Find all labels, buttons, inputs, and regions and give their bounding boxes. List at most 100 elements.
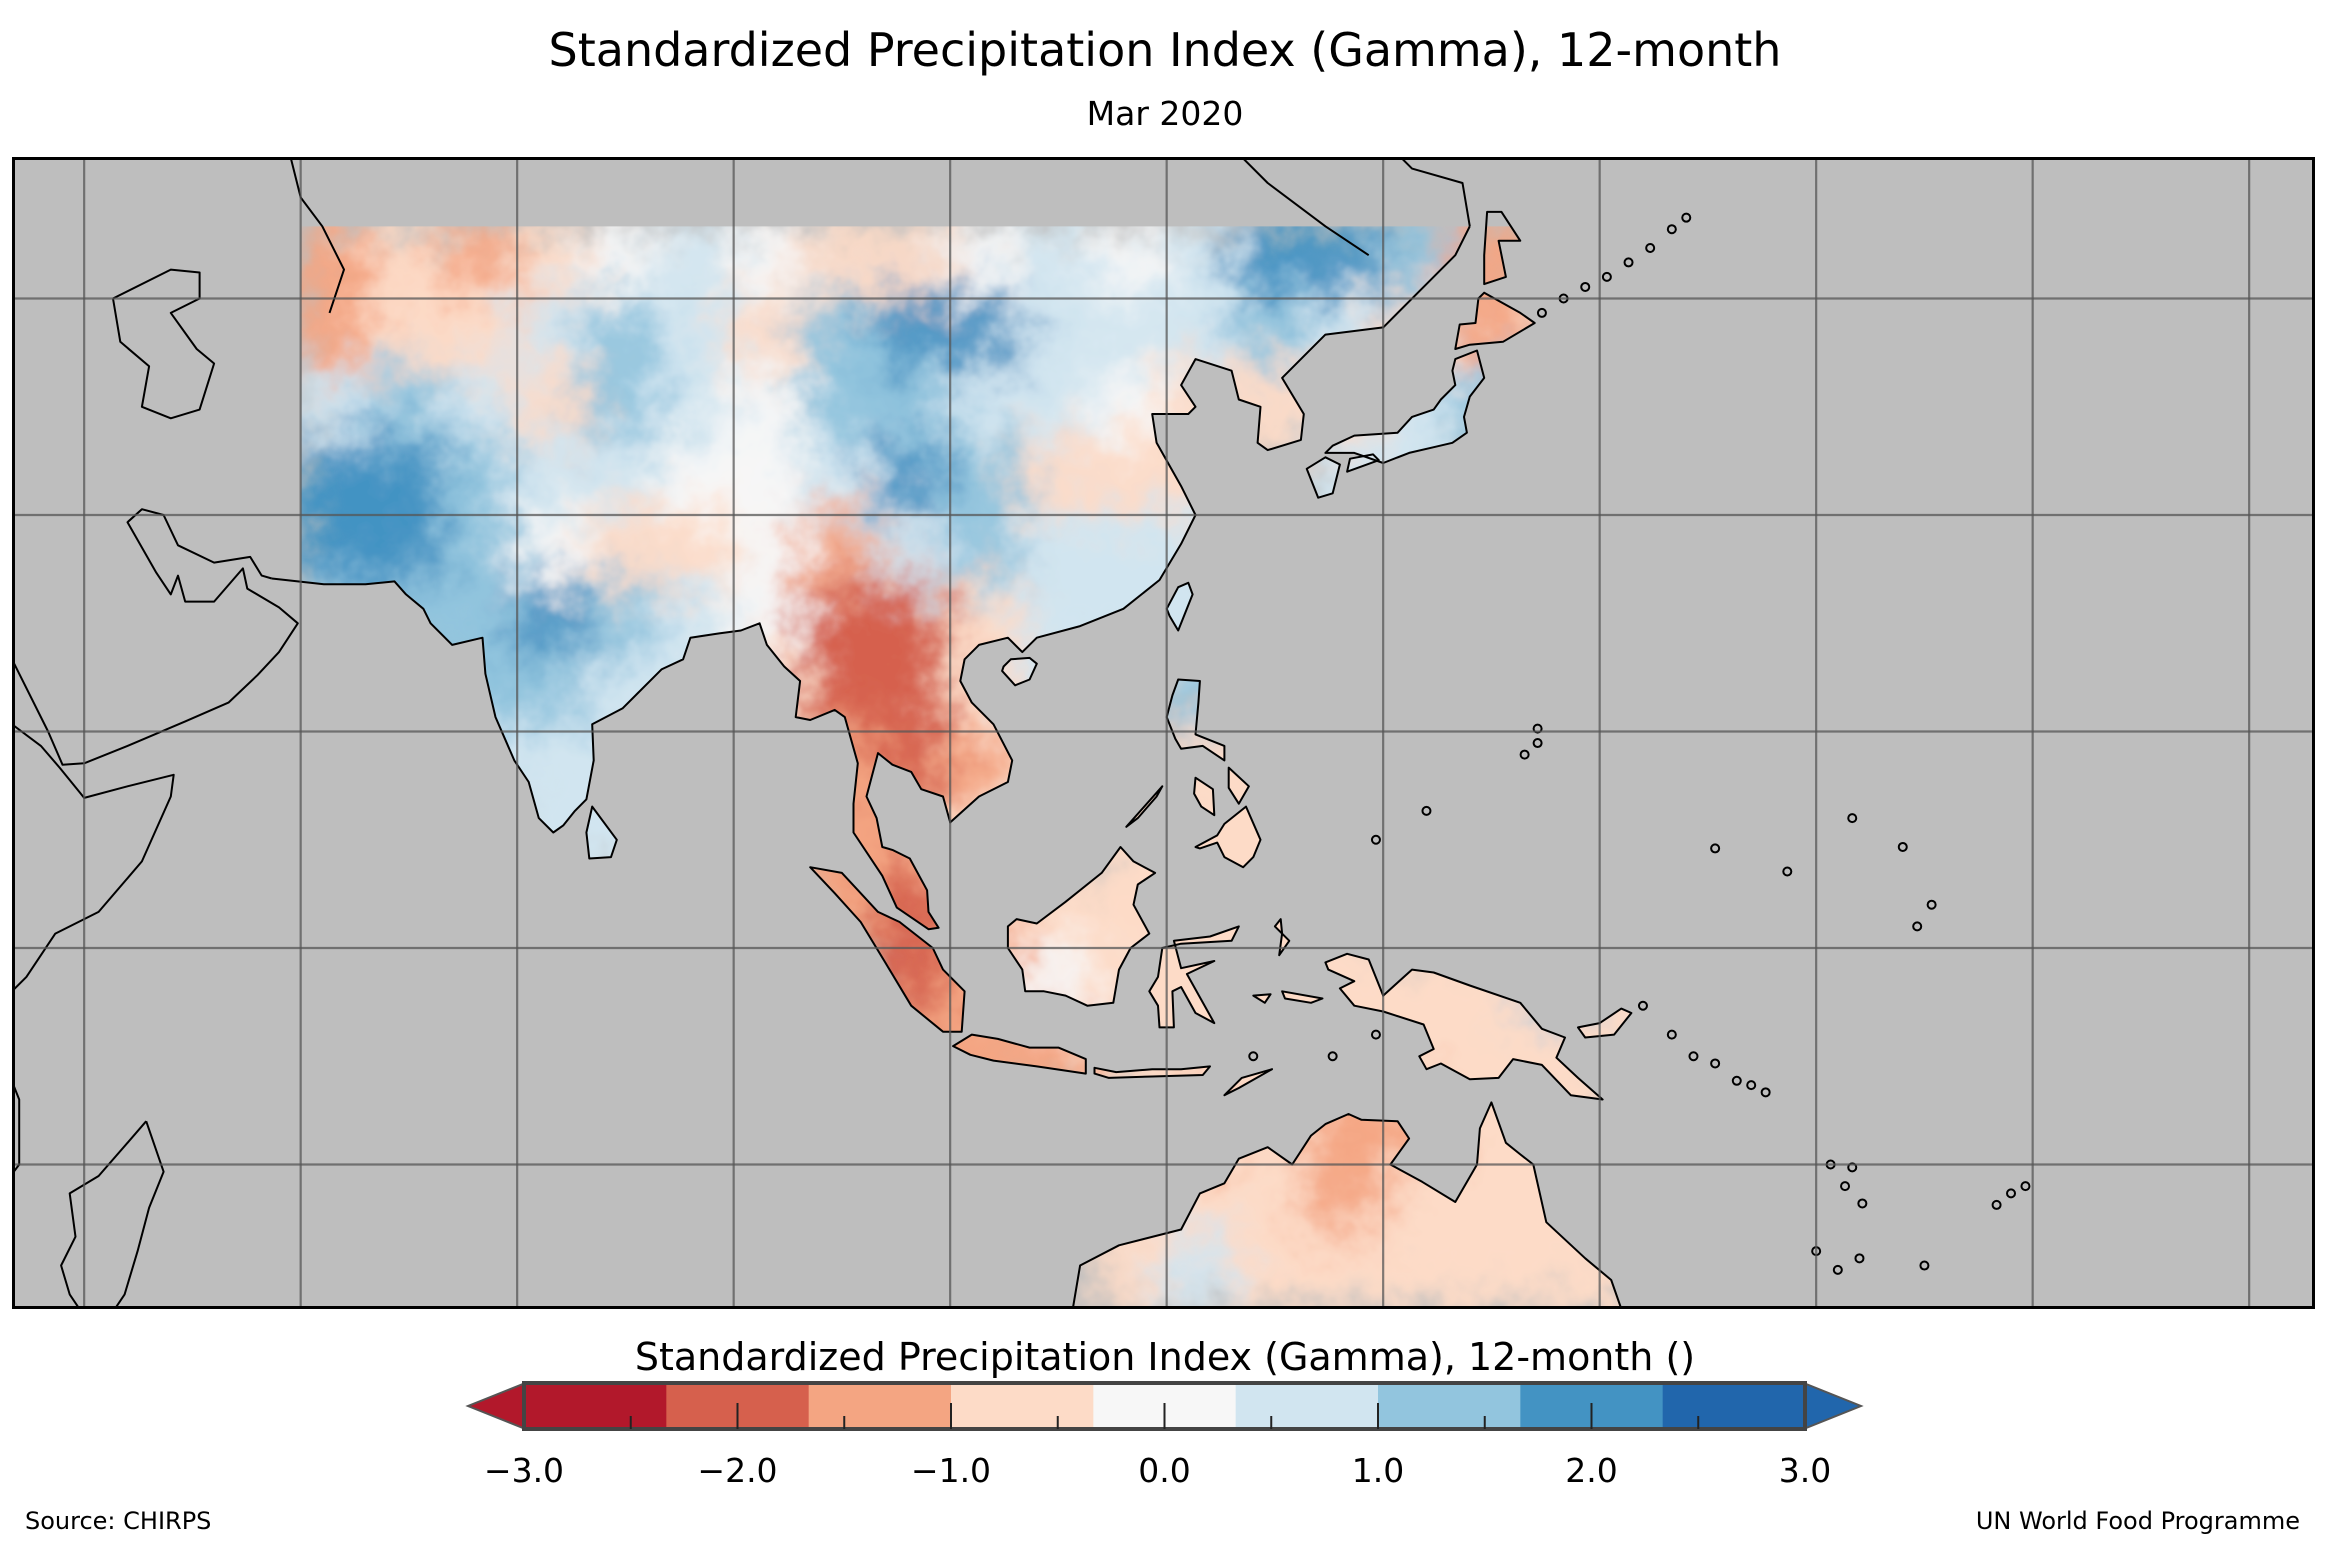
island-outline (1327, 1051, 1338, 1062)
spi-cell (1307, 1232, 1388, 1309)
spi-cell (368, 226, 449, 303)
spi-cell (657, 511, 738, 592)
colorbar-bin (1235, 1383, 1379, 1429)
colorbar-tick-label: −1.0 (911, 1451, 991, 1490)
island-outline (1897, 841, 1908, 852)
spi-cell (513, 438, 594, 519)
island-outline (1847, 813, 1858, 824)
island-outline (1370, 834, 1381, 845)
spi-cell (513, 511, 594, 592)
island-outline (1536, 307, 1547, 318)
island-outline (1623, 257, 1634, 268)
spi-cell (946, 511, 1027, 592)
spi-cell (801, 366, 882, 447)
spi-cell (657, 366, 738, 447)
source-label: Source: CHIRPS (25, 1507, 212, 1535)
coastline-island (1165, 678, 1226, 762)
island-outline (1637, 1000, 1648, 1011)
spi-cell (441, 226, 522, 303)
colorbar-bin (524, 1383, 667, 1429)
spi-cell (585, 226, 666, 303)
spi-cell (1307, 226, 1388, 303)
spi-cell (729, 226, 810, 303)
coastline-island (585, 805, 618, 860)
spi-cell (1379, 1232, 1460, 1309)
island-outline (1782, 866, 1793, 877)
spi-cell (368, 438, 449, 519)
spi-cell (1307, 1160, 1388, 1241)
spi-cell (729, 366, 810, 447)
spi-cell (513, 366, 594, 447)
spi-cell (300, 511, 377, 592)
spi-cell (801, 511, 882, 592)
island-outline (1601, 271, 1612, 282)
island-outline (1421, 805, 1432, 816)
coastline-island (1281, 990, 1324, 1004)
spi-cell (1018, 294, 1099, 375)
island-outline (1248, 1051, 1259, 1062)
coastline-outline (1240, 157, 1370, 257)
spi-cell (368, 511, 449, 592)
coastline-island (1305, 456, 1341, 499)
colorbar-tick-label: 1.0 (1352, 1451, 1404, 1490)
spi-cell (585, 438, 666, 519)
coastline-island (1093, 1065, 1211, 1079)
island-outline (1681, 212, 1692, 223)
island-outline (1857, 1198, 1868, 1209)
spi-cell (585, 294, 666, 375)
colorbar-under-arrow (465, 1382, 524, 1430)
coastline-outline (289, 157, 345, 314)
island-outline (1991, 1199, 2002, 1210)
coastline-island (1071, 1101, 1623, 1309)
island-outline (1731, 1075, 1742, 1086)
island-outline (1532, 738, 1543, 749)
coastline-outline (1399, 157, 1471, 227)
spi-cell (874, 511, 955, 592)
island-outline (1666, 1029, 1677, 1040)
spi-cell (1018, 511, 1099, 592)
spi-cell (874, 366, 955, 447)
spi-cell (801, 226, 882, 303)
coastline-island (1227, 766, 1250, 805)
spi-cell (1234, 226, 1315, 303)
spi-cell (585, 366, 666, 447)
coastline-island (1148, 925, 1240, 1029)
spi-cell (1451, 1232, 1532, 1309)
spi-cell (300, 226, 377, 303)
coastline-island (1001, 656, 1038, 687)
spi-cell (946, 226, 1027, 303)
spi-cell (585, 511, 666, 592)
island-outline (1840, 1181, 1851, 1192)
coastlines (12, 157, 2031, 1309)
spi-cell (1018, 438, 1099, 519)
coastline-island (1454, 291, 1536, 350)
spi-cell (1018, 226, 1099, 303)
colorbar-bin (808, 1383, 952, 1429)
coastline-island (1324, 349, 1486, 464)
colorbar-tick-label: 3.0 (1779, 1451, 1831, 1490)
island-outline (1645, 242, 1656, 253)
coastline-island (1125, 785, 1164, 828)
spi-cell (1090, 226, 1171, 303)
graticule (12, 157, 2315, 1309)
coastline-island (1324, 952, 1604, 1101)
island-outline (2006, 1188, 2017, 1199)
coastline-island (1223, 1068, 1273, 1097)
spi-cell (1162, 226, 1243, 303)
colorbar-tick-label: 2.0 (1565, 1451, 1617, 1490)
coastline-island (809, 866, 966, 1033)
spi-cell (300, 438, 377, 519)
island-outline (1519, 749, 1530, 760)
map-subtitle: Mar 2020 (1086, 94, 1244, 133)
colorbar-tick-label: 0.0 (1138, 1451, 1190, 1490)
spi-cell (300, 366, 377, 447)
island-outline (1370, 1029, 1381, 1040)
spi-cell (368, 366, 449, 447)
coastline-outline (112, 268, 216, 420)
coastline-outline (12, 723, 175, 1176)
spi-cell (729, 438, 810, 519)
colorbar: −3.0 −2.0 −1.0 0.0 1.0 2.0 3.0 (465, 1381, 1864, 1490)
spi-cell (513, 583, 594, 664)
coastline-island (1346, 453, 1380, 473)
spi-cell (1090, 294, 1171, 375)
